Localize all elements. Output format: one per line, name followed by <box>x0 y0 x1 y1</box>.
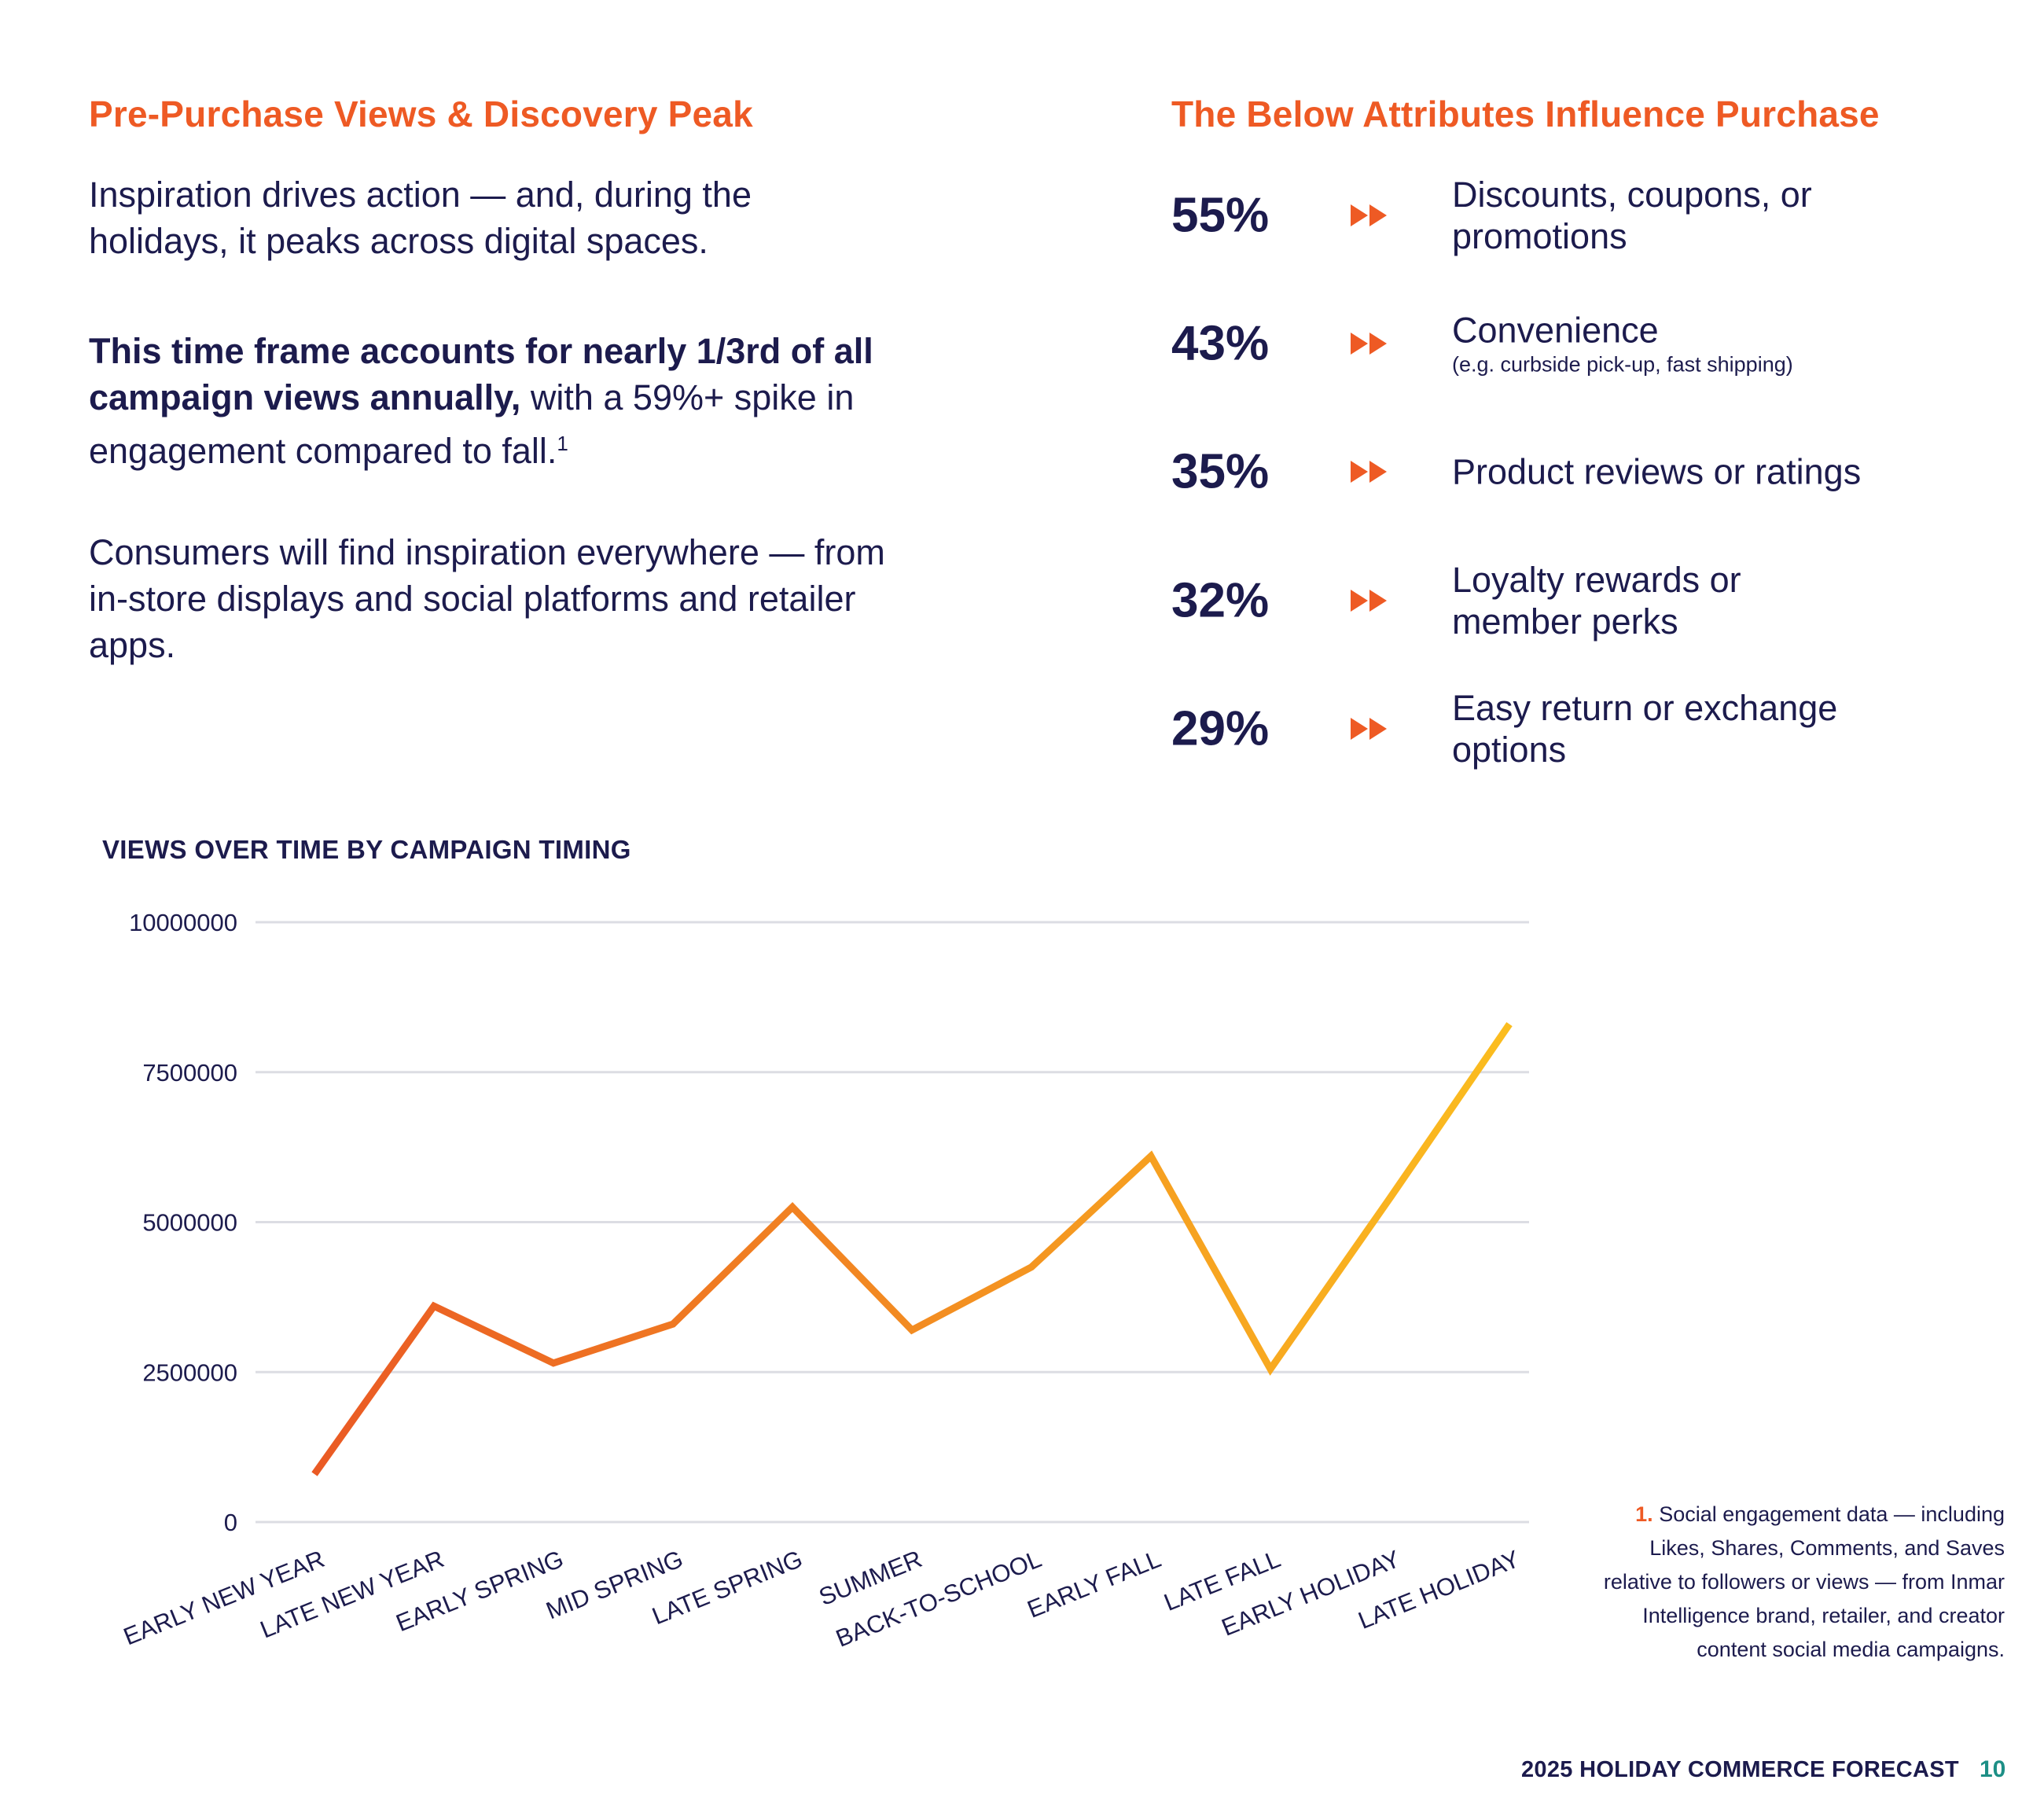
stat-row: 29% Easy return or exchange options <box>1171 682 2005 776</box>
page-number: 10 <box>1980 1756 2006 1782</box>
x-tick-label: EARLY NEW YEAR <box>119 1545 329 1650</box>
footer-title: 2025 HOLIDAY COMMERCE FORECAST <box>1521 1757 1959 1782</box>
stat-row: 43% Convenience (e.g. curbside pick-up, f… <box>1171 296 2005 391</box>
stat-sublabel: (e.g. curbside pick-up, fast shipping) <box>1452 352 1793 377</box>
double-chevron-icon <box>1351 590 1387 612</box>
timeframe-paragraph: This time frame accounts for nearly 1/3r… <box>89 328 922 474</box>
left-section-title: Pre-Purchase Views & Discovery Peak <box>89 94 753 134</box>
double-chevron-icon <box>1351 204 1387 226</box>
double-chevron-icon <box>1351 461 1387 483</box>
footnote: 1. Social engagement data — including Li… <box>794 1498 2005 1667</box>
inspiration-paragraph: Consumers will find inspiration everywhe… <box>89 532 885 665</box>
y-tick-label: 5000000 <box>142 1209 237 1237</box>
intro-paragraph: Inspiration drives action — and, during … <box>89 175 752 261</box>
footnote-text: Social engagement data — including Likes… <box>1603 1502 2005 1661</box>
y-tick-label: 0 <box>224 1509 237 1536</box>
stat-percent: 55% <box>1171 188 1270 243</box>
stat-percent: 32% <box>1171 573 1270 628</box>
timeframe-rest-text: with a 59%+ spike in engagement compared… <box>89 377 855 471</box>
y-tick-label: 10000000 <box>129 909 237 936</box>
stat-percent: 29% <box>1171 701 1270 756</box>
stat-label: Loyalty rewards or member perks <box>1452 560 1741 642</box>
stat-row: 55% Discounts, coupons, or promotions <box>1171 168 2005 263</box>
stat-label: Discounts, coupons, or promotions <box>1452 175 1812 256</box>
stat-percent: 43% <box>1171 316 1270 371</box>
footnote-number: 1. <box>1635 1502 1653 1526</box>
stat-row: 32% Loyalty rewards or member perks <box>1171 553 2005 648</box>
footnote-ref: 1 <box>557 432 568 455</box>
stat-label: Easy return or exchange options <box>1452 688 1838 770</box>
line-chart: 0 2500000 5000000 7500000 10000000 EARLY NEW… <box>119 909 1529 1653</box>
series-line-views <box>311 1022 1513 1476</box>
stat-label: Product reviews or ratings <box>1452 451 1862 492</box>
timeframe-bold-text: This time frame accounts for nearly 1/3r… <box>89 331 873 417</box>
y-tick-label: 2500000 <box>142 1359 237 1386</box>
stat-percent: 35% <box>1171 444 1270 499</box>
y-tick-label: 7500000 <box>142 1059 237 1087</box>
double-chevron-icon <box>1351 718 1387 740</box>
chart-title: VIEWS OVER TIME BY CAMPAIGN TIMING <box>102 835 631 864</box>
double-chevron-icon <box>1351 333 1387 355</box>
stat-row: 35% Product reviews or ratings <box>1171 425 2005 519</box>
stat-label: Convenience (e.g. curbside pick-up, fast … <box>1452 310 1994 378</box>
right-section-title: The Below Attributes Influence Purchase <box>1171 94 1880 134</box>
